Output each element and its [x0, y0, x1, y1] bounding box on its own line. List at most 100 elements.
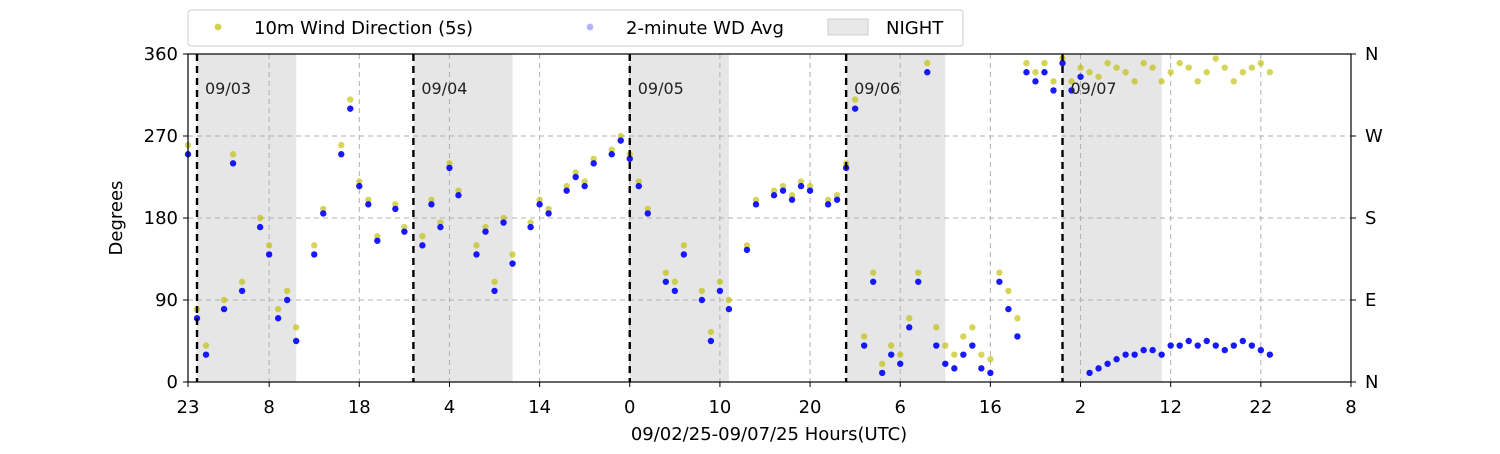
data-point — [455, 192, 462, 199]
data-point — [1212, 342, 1219, 349]
data-point — [265, 242, 273, 249]
legend-box — [187, 9, 964, 47]
data-point — [509, 260, 516, 267]
data-point — [1023, 59, 1030, 67]
data-point — [1041, 69, 1048, 76]
data-point — [1104, 360, 1111, 367]
data-point — [563, 182, 570, 190]
data-point — [671, 278, 679, 285]
x-tick-label: 14 — [528, 397, 551, 418]
x-tick-label: 16 — [979, 397, 1002, 418]
data-point — [437, 223, 444, 231]
data-point — [292, 324, 300, 331]
data-point — [924, 59, 931, 67]
y2-axis-ticks: N E S W N — [1351, 44, 1383, 393]
data-point — [491, 287, 498, 295]
data-point — [347, 96, 354, 103]
legend-label: 2-minute WD Avg — [626, 18, 784, 39]
data-point — [635, 178, 642, 185]
data-point — [1005, 287, 1012, 295]
data-point — [311, 251, 318, 258]
data-point — [680, 251, 688, 258]
series-wd-2min-avg — [184, 59, 1274, 377]
data-point — [824, 201, 832, 208]
data-point — [1131, 78, 1138, 85]
data-point — [1257, 346, 1265, 354]
data-point — [1239, 69, 1247, 76]
data-point — [869, 278, 877, 285]
data-point — [1149, 346, 1156, 354]
x-tick-label: 10 — [708, 397, 731, 418]
data-point — [662, 269, 670, 276]
legend-label: 10m Wind Direction (5s) — [254, 18, 473, 39]
data-point — [707, 328, 715, 336]
data-point — [851, 105, 859, 112]
data-point — [500, 214, 507, 222]
data-point — [716, 278, 724, 285]
data-point — [446, 164, 453, 172]
data-point — [1221, 346, 1228, 354]
data-point — [283, 296, 291, 304]
x-tick-label: 8 — [263, 397, 274, 418]
data-point — [320, 210, 327, 217]
data-point — [473, 242, 480, 249]
x-tick-label: 23 — [177, 397, 200, 418]
data-point — [220, 296, 228, 304]
y2-tick-label: E — [1365, 290, 1376, 311]
data-point — [987, 369, 994, 377]
data-point — [707, 337, 715, 345]
data-point — [1023, 69, 1030, 76]
data-point — [788, 192, 796, 199]
data-point — [915, 269, 922, 276]
y2-tick-label: N — [1365, 44, 1378, 65]
data-point — [644, 210, 651, 217]
data-point — [951, 351, 958, 358]
data-point — [274, 305, 282, 313]
data-point — [482, 228, 489, 235]
x-tick-label: 8 — [1345, 397, 1356, 418]
data-point — [824, 196, 832, 203]
data-point — [960, 333, 967, 340]
data-point — [906, 324, 913, 331]
data-point — [951, 365, 958, 372]
data-point — [779, 187, 787, 194]
data-point — [725, 296, 733, 304]
data-point — [1077, 73, 1084, 80]
data-point — [1266, 69, 1274, 76]
data-point — [265, 251, 273, 258]
data-point — [888, 342, 895, 349]
y-tick-label: 0 — [167, 372, 178, 393]
data-point — [897, 351, 904, 358]
data-point — [797, 178, 805, 185]
data-point — [987, 356, 994, 363]
y2-tick-label: N — [1365, 372, 1378, 393]
data-point — [1203, 69, 1210, 76]
data-point — [202, 342, 210, 349]
day-marker-label: 09/03 — [205, 79, 251, 98]
y-tick-label: 270 — [144, 126, 178, 147]
data-point — [1077, 64, 1084, 71]
data-point — [238, 287, 246, 295]
x-axis-label: 09/02/25-09/07/25 Hours(UTC) — [631, 424, 907, 445]
data-point — [1014, 333, 1021, 340]
data-point — [969, 342, 976, 349]
data-point — [536, 196, 543, 203]
data-point — [455, 187, 462, 194]
y2-tick-label: W — [1365, 126, 1383, 147]
data-point — [788, 196, 796, 203]
data-point — [1014, 315, 1021, 322]
data-point — [644, 205, 651, 213]
data-point — [1122, 69, 1129, 76]
data-point — [1194, 342, 1201, 349]
data-point — [1230, 78, 1237, 85]
data-point — [1248, 342, 1256, 349]
data-point — [545, 205, 552, 213]
data-point — [752, 196, 760, 203]
data-point — [238, 278, 246, 285]
data-point — [725, 305, 733, 313]
legend-marker — [586, 23, 594, 31]
data-point — [833, 196, 841, 203]
data-point — [590, 160, 597, 167]
x-tick-label: 6 — [894, 397, 905, 418]
data-point — [878, 360, 886, 367]
